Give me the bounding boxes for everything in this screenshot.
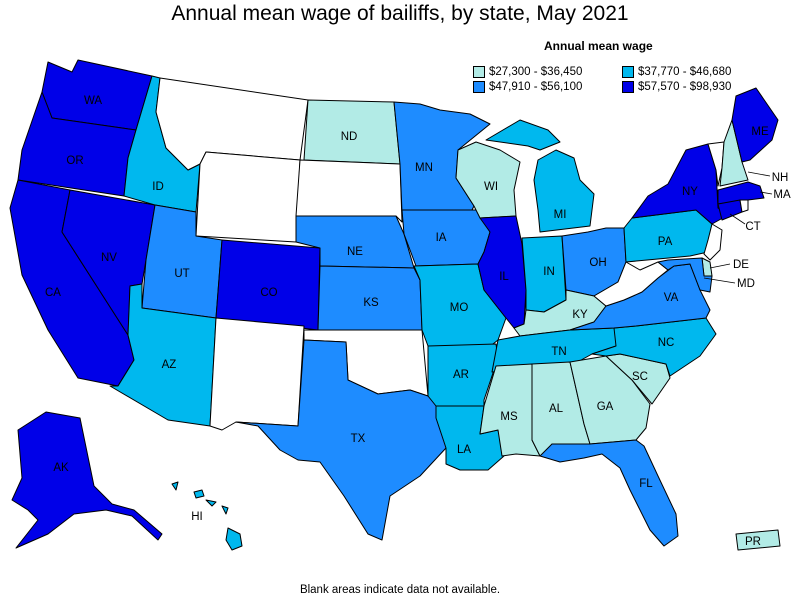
legend-label-bin-4: $57,570 - $98,930: [638, 81, 732, 93]
label-KY: KY: [572, 309, 588, 321]
leader-DE: [709, 263, 731, 269]
state-TX[interactable]: [235, 339, 447, 541]
label-AK: AK: [53, 462, 69, 474]
label-IN: IN: [543, 266, 555, 278]
legend-item-bin-4: $57,570 - $98,930: [622, 81, 731, 93]
label-CO: CO: [260, 287, 277, 299]
label-NH: NH: [772, 172, 789, 184]
leader-MA: [759, 191, 773, 195]
label-MN: MN: [415, 162, 433, 174]
legend-swatch-bin-2: [622, 66, 634, 78]
legend-swatch-bin-3: [473, 81, 485, 93]
state-CO[interactable]: [215, 239, 321, 331]
state-NJ[interactable]: [703, 223, 723, 261]
label-ME: ME: [751, 126, 769, 138]
state-CT[interactable]: [717, 199, 743, 221]
state-WI[interactable]: [455, 141, 521, 219]
label-NC: NC: [658, 337, 675, 349]
label-MO: MO: [450, 302, 469, 314]
legend-title: Annual mean wage: [544, 39, 653, 53]
label-NY: NY: [682, 186, 698, 198]
label-AL: AL: [549, 403, 564, 415]
label-LA: LA: [457, 444, 471, 456]
footnote: Blank areas indicate data not available.: [299, 584, 501, 596]
label-CA: CA: [45, 287, 61, 299]
map-title: Annual mean wage of bailiffs, by state, …: [171, 2, 629, 25]
state-HI[interactable]: [171, 481, 243, 551]
label-PR: PR: [745, 536, 761, 548]
legend-label-bin-2: $37,770 - $46,680: [638, 66, 732, 78]
legend-label-bin-1: $27,300 - $36,450: [489, 66, 583, 78]
label-VA: VA: [664, 292, 679, 304]
state-SD[interactable]: [295, 159, 403, 223]
legend-swatch-bin-1: [473, 66, 485, 78]
legend-item-bin-2: $37,770 - $46,680: [622, 66, 731, 78]
label-IA: IA: [436, 232, 447, 244]
state-IL[interactable]: [477, 215, 527, 329]
leader-MD: [703, 277, 736, 284]
label-HI: HI: [191, 511, 203, 523]
label-FL: FL: [639, 478, 653, 490]
leader-NH: [747, 171, 771, 177]
legend-item-bin-1: $27,300 - $36,450: [473, 66, 582, 78]
label-WI: WI: [484, 181, 498, 193]
label-ID: ID: [152, 181, 164, 193]
label-MA: MA: [773, 189, 791, 201]
state-ME[interactable]: [731, 87, 779, 163]
label-CT: CT: [745, 221, 760, 233]
state-MD[interactable]: [657, 257, 713, 293]
label-KS: KS: [363, 297, 379, 309]
label-MS: MS: [500, 411, 518, 423]
state-NM[interactable]: [209, 317, 305, 431]
state-WY[interactable]: [195, 151, 301, 243]
label-TN: TN: [551, 346, 566, 358]
label-SC: SC: [632, 371, 648, 383]
label-DE: DE: [733, 259, 749, 271]
label-UT: UT: [174, 268, 189, 280]
state-AK[interactable]: [11, 411, 163, 549]
leader-CT: [729, 213, 746, 225]
label-AR: AR: [453, 369, 469, 381]
label-GA: GA: [597, 401, 614, 413]
state-VT[interactable]: [707, 141, 725, 187]
label-NE: NE: [347, 246, 363, 258]
state-MI[interactable]: [485, 119, 595, 233]
legend-label-bin-3: $47,910 - $56,100: [489, 81, 583, 93]
label-NV: NV: [101, 252, 117, 264]
label-PA: PA: [658, 236, 673, 248]
state-RI[interactable]: [739, 199, 749, 213]
label-MD: MD: [737, 278, 755, 290]
legend-swatch-bin-4: [622, 81, 634, 93]
legend-item-bin-3: $47,910 - $56,100: [473, 81, 582, 93]
state-PR[interactable]: [735, 529, 781, 551]
state-FL[interactable]: [539, 439, 679, 547]
label-TX: TX: [351, 433, 366, 445]
label-OR: OR: [66, 155, 83, 167]
label-ND: ND: [341, 131, 358, 143]
label-IL: IL: [499, 271, 509, 283]
label-AZ: AZ: [162, 359, 177, 371]
label-WA: WA: [84, 95, 102, 107]
label-MI: MI: [554, 209, 567, 221]
label-OH: OH: [589, 257, 606, 269]
